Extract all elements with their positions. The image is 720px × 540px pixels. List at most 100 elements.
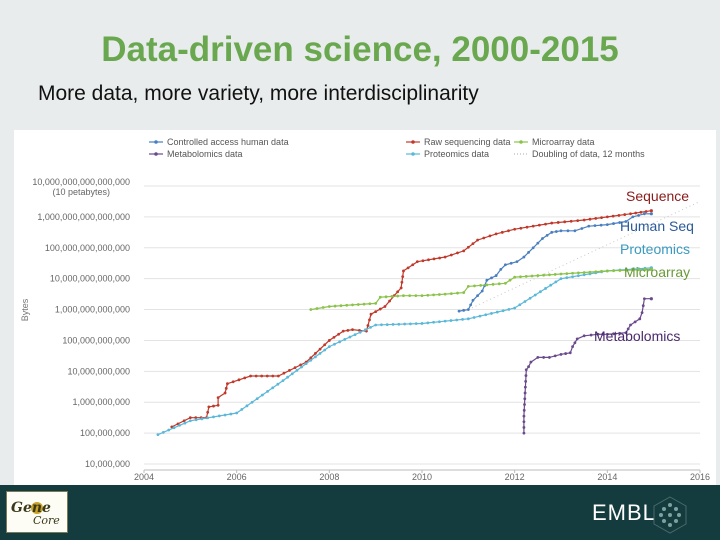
data-point xyxy=(499,268,503,271)
data-point xyxy=(421,259,425,263)
data-point xyxy=(530,274,534,278)
data-point xyxy=(380,323,383,327)
chart-legend: Controlled access human data Raw sequenci… xyxy=(149,137,645,159)
data-point xyxy=(396,290,400,294)
data-point xyxy=(507,307,511,311)
data-point xyxy=(212,404,215,408)
chart-figure: Controlled access human data Raw sequenci… xyxy=(14,130,716,485)
data-point xyxy=(524,374,528,377)
data-point xyxy=(188,419,192,423)
legend-marker xyxy=(519,140,523,144)
data-point xyxy=(462,308,466,312)
y-axis: 10,000,000,000,000,000(10 petabytes) 1,00… xyxy=(32,177,130,469)
data-point xyxy=(363,328,367,332)
data-point xyxy=(509,261,513,265)
data-point xyxy=(374,323,378,327)
data-point xyxy=(374,301,378,305)
data-point xyxy=(649,297,653,301)
data-point xyxy=(624,220,628,223)
data-point xyxy=(580,227,584,230)
data-point xyxy=(605,223,609,227)
data-point xyxy=(600,269,603,273)
data-point xyxy=(182,419,186,423)
data-point xyxy=(587,224,591,228)
data-point xyxy=(525,225,529,229)
data-point xyxy=(351,303,354,307)
data-point xyxy=(432,257,436,261)
y-tick-label: 1,000,000,000 xyxy=(72,397,130,407)
y-tick-label: 10,000,000 xyxy=(85,459,130,469)
data-point xyxy=(504,263,507,267)
data-point xyxy=(358,330,362,334)
data-point xyxy=(321,306,325,309)
data-point xyxy=(443,319,447,323)
data-point xyxy=(522,255,526,259)
y-tick-sublabel: (10 petabytes) xyxy=(52,187,110,197)
data-point xyxy=(260,374,264,378)
data-point xyxy=(295,369,299,372)
data-point xyxy=(290,372,294,376)
y-tick-label: 100,000,000 xyxy=(80,428,130,438)
data-point xyxy=(494,232,498,236)
data-point xyxy=(644,210,648,213)
data-point xyxy=(438,256,442,260)
x-tick-label: 2012 xyxy=(505,472,525,482)
legend-label: Metabolomics data xyxy=(167,149,243,159)
y-tick-label: 10,000,000,000,000 xyxy=(50,274,130,284)
data-point xyxy=(501,309,505,313)
data-point xyxy=(527,365,530,369)
data-point xyxy=(490,312,493,315)
data-point xyxy=(554,280,558,284)
legend-marker xyxy=(411,152,415,156)
data-point xyxy=(414,322,418,326)
data-point xyxy=(333,304,337,308)
data-point xyxy=(569,219,573,223)
y-tick-label: 100,000,000,000,000 xyxy=(45,243,130,253)
annotation-human-seq: Human Seq xyxy=(620,218,694,234)
data-point xyxy=(559,272,563,276)
data-point xyxy=(231,380,235,384)
data-point xyxy=(216,396,220,399)
data-point xyxy=(400,280,404,284)
data-point xyxy=(596,332,600,336)
data-point xyxy=(485,283,489,287)
data-point xyxy=(643,212,646,216)
data-point xyxy=(378,295,382,299)
data-point xyxy=(575,337,579,341)
data-point xyxy=(293,366,297,370)
data-point xyxy=(345,303,349,307)
data-point xyxy=(559,277,563,281)
data-point xyxy=(456,291,459,295)
data-point xyxy=(563,220,567,224)
data-point xyxy=(314,352,317,355)
data-point xyxy=(582,218,586,222)
data-point xyxy=(276,382,280,386)
data-point xyxy=(582,334,586,338)
data-point xyxy=(206,410,210,414)
y-tick-label: 10,000,000,000,000,000 xyxy=(32,177,130,187)
data-point xyxy=(548,356,551,359)
data-point xyxy=(343,338,347,341)
data-point xyxy=(473,284,476,288)
data-point xyxy=(522,426,526,429)
data-point xyxy=(178,423,181,427)
data-point xyxy=(601,332,605,336)
data-point xyxy=(240,408,244,411)
data-point xyxy=(432,320,435,324)
data-point xyxy=(612,222,615,225)
x-axis: 2004 2006 2008 2010 2012 2014 2016 xyxy=(134,469,710,482)
data-point xyxy=(550,230,554,234)
data-point xyxy=(414,294,418,298)
data-point xyxy=(366,324,370,327)
data-point xyxy=(478,314,482,318)
data-point xyxy=(539,290,542,294)
data-point xyxy=(443,292,447,296)
data-point xyxy=(415,260,419,264)
data-point xyxy=(212,415,215,419)
data-point xyxy=(637,268,641,272)
legend-label: Doubling of data, 12 months xyxy=(532,149,645,159)
data-point xyxy=(346,329,350,332)
data-point xyxy=(356,303,360,306)
data-point xyxy=(403,322,407,326)
annotation-proteomics: Proteomics xyxy=(620,241,690,257)
